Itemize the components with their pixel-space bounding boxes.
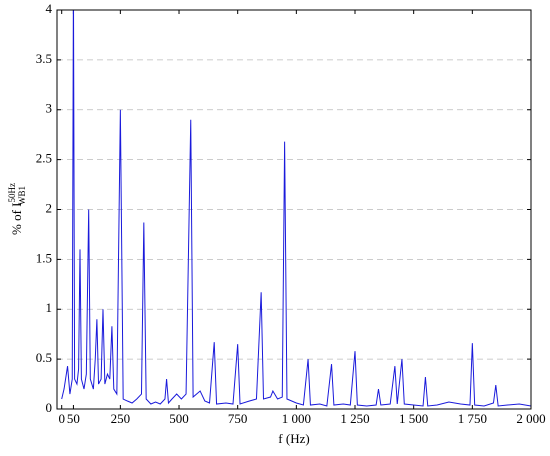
y-tick-label: 2.5	[36, 151, 52, 166]
x-tick-label: 1 000	[282, 411, 311, 426]
data-line	[61, 10, 531, 407]
y-tick-label: 4	[46, 1, 53, 16]
x-tick-label: 1 250	[340, 411, 369, 426]
y-tick-label: 2	[46, 200, 53, 215]
x-tick-label: 0	[58, 411, 65, 426]
y-tick-label: 1	[46, 300, 53, 315]
y-tick-label: 3.5	[36, 51, 52, 66]
x-axis-label: f (Hz)	[278, 431, 309, 446]
x-tick-label: 500	[169, 411, 189, 426]
x-tick-label: 1 500	[399, 411, 428, 426]
y-axis-label: % of I50HzWB1	[7, 183, 27, 235]
y-tick-label: 3	[46, 101, 53, 116]
y-tick-label: 0	[46, 400, 53, 415]
plot-frame	[56, 9, 532, 410]
y-axis-label-text: % of I	[9, 203, 24, 236]
y-tick-label: 0.5	[36, 350, 52, 365]
x-tick-label: 1 750	[458, 411, 487, 426]
y-axis-label-sub: WB1	[17, 186, 27, 205]
y-axis-label-sup: 50Hz	[7, 183, 17, 203]
x-tick-label: 50	[67, 411, 80, 426]
x-tick-label: 250	[111, 411, 131, 426]
y-tick-label: 1.5	[36, 250, 52, 265]
x-tick-label: 2 000	[516, 411, 545, 426]
x-tick-label: 750	[228, 411, 248, 426]
